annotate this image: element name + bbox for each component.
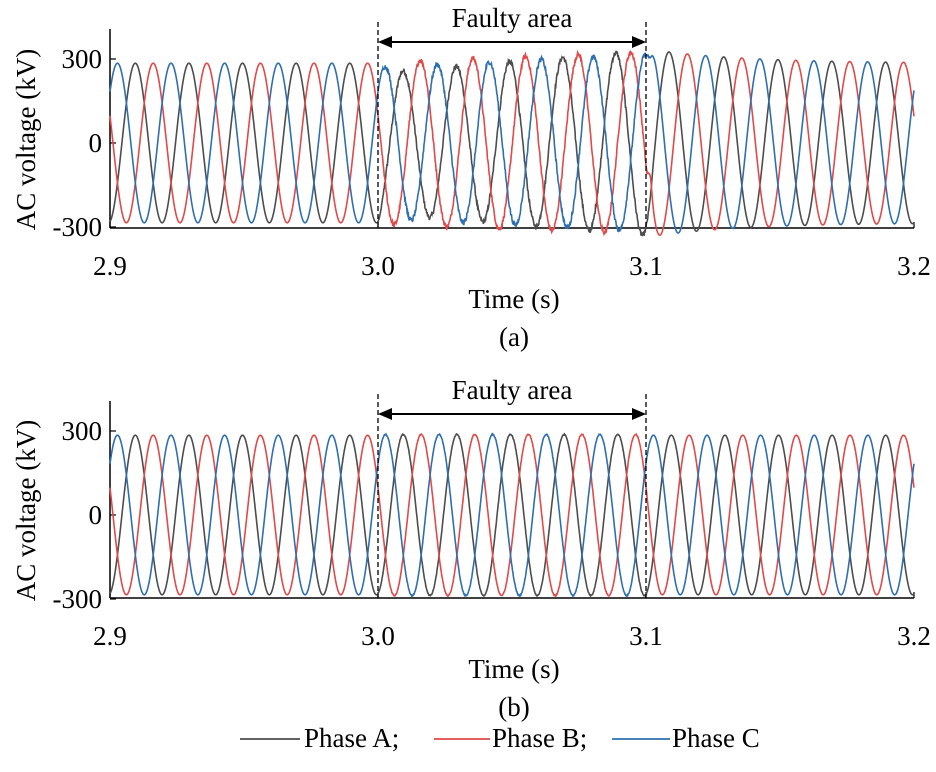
y-tick-label: -300: [53, 212, 103, 242]
faulty-area-label: Faulty area: [452, 375, 573, 405]
y-axis-title: AC voltage (kV): [11, 49, 41, 230]
legend-entry: Phase C: [672, 723, 760, 753]
x-tick-label: 3.1: [629, 251, 663, 281]
series-phase-b-line: [109, 432, 915, 598]
series-phase-a-line: [109, 50, 915, 237]
x-tick-label: 2.9: [93, 621, 127, 651]
faulty-area-label: Faulty area: [452, 3, 573, 33]
arrow-head-left-icon: [378, 408, 392, 420]
legend-entry: Phase B;: [492, 723, 587, 753]
x-tick-label: 3.0: [361, 251, 395, 281]
arrow-head-right-icon: [632, 36, 646, 48]
arrow-head-right-icon: [632, 408, 646, 420]
series-phase-c-line: [109, 52, 915, 234]
x-tick-label: 3.2: [897, 251, 931, 281]
series-phase-b-line: [109, 49, 915, 237]
x-axis-title: Time (s): [468, 654, 559, 684]
y-tick-label: 0: [89, 128, 103, 158]
x-tick-label: 3.2: [897, 621, 931, 651]
y-tick-label: 300: [62, 416, 103, 446]
x-tick-label: 3.1: [629, 621, 663, 651]
y-tick-label: 0: [89, 500, 103, 530]
x-tick-label: 3.0: [361, 621, 395, 651]
y-tick-label: 300: [62, 44, 103, 74]
y-axis-title: AC voltage (kV): [11, 420, 41, 601]
arrow-head-left-icon: [378, 36, 392, 48]
panel-label: (b): [498, 692, 529, 722]
series-phase-a-line: [109, 432, 915, 598]
x-tick-label: 2.9: [93, 251, 127, 281]
series-phase-c-line: [109, 432, 915, 598]
x-axis-title: Time (s): [468, 284, 559, 314]
legend-entry: Phase A;: [304, 723, 399, 753]
y-tick-label: -300: [53, 584, 103, 614]
panel-label: (a): [499, 322, 529, 352]
